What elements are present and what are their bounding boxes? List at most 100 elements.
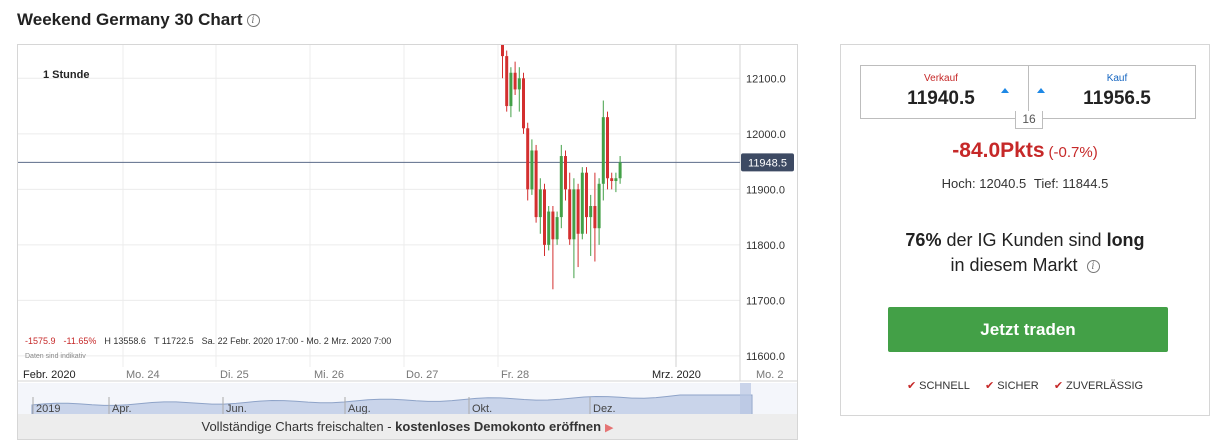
candle-body: [568, 189, 572, 240]
navigator-tick-label: Okt.: [472, 403, 492, 415]
trade-panel: Verkauf 11940.5 Kauf 11956.5 16 -84.0Pkt…: [840, 44, 1210, 416]
demo-account-link[interactable]: kostenloses Demokonto eröffnen: [395, 419, 602, 434]
check-icon: ✔: [906, 380, 917, 392]
x-tick-label: Do. 27: [406, 369, 438, 381]
candle-body: [606, 117, 609, 179]
info-icon[interactable]: i: [246, 14, 260, 27]
unlock-prefix: Vollständige Charts freischalten -: [201, 419, 396, 434]
high-low: Hoch: 12040.5 Tief: 11844.5: [841, 176, 1209, 191]
x-tick-label: Fr. 28: [501, 369, 529, 381]
candle-body: [547, 211, 551, 245]
y-tick-label: 11900.0: [746, 184, 785, 196]
x-tick-label: Di. 25: [220, 369, 249, 381]
feature-item: ✔ ZUVERLÄSSIG: [1054, 379, 1143, 392]
sentiment-direction: long: [1106, 230, 1145, 250]
price-change: -84.0Pkts (-0.7%): [841, 139, 1209, 163]
chart-title: Weekend Germany 30 Chart: [17, 10, 243, 29]
candle-body: [526, 128, 530, 190]
candle-body: [614, 178, 618, 182]
info-icon[interactable]: i: [1086, 260, 1100, 273]
check-icon: ✔: [984, 380, 995, 392]
y-tick-label: 11600.0: [746, 351, 785, 363]
candle-body: [576, 189, 580, 234]
page-title: Weekend Germany 30 Chart i: [17, 10, 260, 30]
buy-price: 11956.5: [1083, 88, 1151, 109]
change-percent: (-0.7%): [1048, 144, 1098, 161]
navigator-handle: [740, 383, 751, 416]
x-tick-label: Mi. 26: [314, 369, 344, 381]
buy-label: Kauf: [1106, 73, 1128, 84]
sentiment-text-2: in diesem Markt: [950, 255, 1078, 275]
candle-body: [589, 206, 593, 218]
navigator-tick-label: Apr.: [112, 403, 132, 415]
candle-body: [551, 211, 555, 240]
candle-body: [585, 172, 588, 218]
quote-divider: [1028, 66, 1029, 118]
navigator-tick-label: Dez.: [593, 403, 616, 415]
sell-price: 11940.5: [907, 88, 975, 109]
client-sentiment: 76% der IG Kunden sind long in diesem Ma…: [841, 228, 1209, 278]
candle-body: [559, 156, 563, 218]
chart-container[interactable]: 12100.0 12000.0 11900.0 11800.0 11700.0 11600…: [17, 44, 798, 440]
candle-body: [509, 72, 513, 107]
current-price-tag: [741, 153, 794, 172]
trade-now-button[interactable]: Jetzt traden: [888, 307, 1168, 352]
candle-body: [555, 217, 559, 240]
candle-body: [572, 189, 576, 240]
timeframe-label[interactable]: 1 Stunde: [43, 69, 90, 81]
feature-label: SICHER: [997, 380, 1039, 392]
price-chart[interactable]: 12100.0 12000.0 11900.0 11800.0 11700.0 11600…: [18, 45, 798, 440]
sell-label: Verkauf: [924, 73, 958, 84]
sell-quote[interactable]: Verkauf 11940.5: [871, 73, 1011, 110]
navigator-tick-label: Jun.: [226, 403, 247, 415]
up-arrow-icon: [1037, 88, 1045, 93]
daily-high: Hoch: 12040.5: [941, 176, 1027, 191]
stats-low: T 11722.5: [153, 336, 194, 346]
candle-body: [601, 117, 605, 184]
stats-high: H 13558.6: [104, 336, 146, 346]
feature-label: ZUVERLÄSSIG: [1066, 380, 1144, 392]
navigator-tick-label: Aug.: [348, 403, 371, 415]
candle-body: [530, 150, 534, 190]
candle-body: [538, 189, 542, 218]
candle-body: [564, 156, 567, 190]
check-icon: ✔: [1053, 380, 1064, 392]
y-tick-label: 12100.0: [746, 73, 786, 85]
current-price-label: 11948.5: [748, 157, 787, 169]
x-tick-label: Mo. 2: [756, 369, 784, 381]
unlock-charts-bar[interactable]: Vollständige Charts freischalten - koste…: [18, 414, 797, 439]
arrow-right-icon: ▶: [605, 422, 614, 434]
up-arrow-icon: [1001, 88, 1009, 93]
y-tick-label: 11700.0: [746, 295, 785, 307]
spread-value: 16: [1015, 111, 1043, 129]
features-list: ✔ SCHNELL ✔ SICHER ✔ ZUVERLÄSSIG: [841, 379, 1209, 392]
sentiment-text: der IG Kunden sind: [941, 230, 1107, 250]
candle-body: [534, 150, 538, 218]
feature-label: SCHNELL: [919, 380, 970, 392]
feature-item: ✔ SICHER: [985, 379, 1039, 392]
navigator-area: [31, 394, 753, 417]
candle-body: [610, 178, 614, 182]
candle-body: [517, 78, 521, 90]
y-tick-label: 11800.0: [746, 240, 785, 252]
sentiment-percent: 76%: [905, 230, 942, 250]
buy-quote[interactable]: Kauf 11956.5: [1047, 73, 1187, 110]
stats-range: Sa. 22 Febr. 2020 17:00 - Mo. 2 Mrz. 202…: [201, 336, 392, 346]
stats-change-percent: -11.65%: [63, 336, 97, 346]
y-tick-label: 12000.0: [746, 129, 786, 141]
candle-body: [543, 189, 546, 245]
stats-note: Daten sind indikativ: [25, 353, 86, 360]
candle-body: [501, 45, 504, 57]
candle-body: [522, 78, 525, 129]
x-tick-label: Febr. 2020: [23, 369, 76, 381]
stats-change-points: -1575.9: [25, 336, 56, 346]
candle-body: [593, 206, 597, 229]
feature-item: ✔ SCHNELL: [907, 379, 970, 392]
candle-body: [505, 56, 509, 107]
candle-body: [580, 172, 584, 234]
quote-box: Verkauf 11940.5 Kauf 11956.5 16: [860, 65, 1196, 129]
chart-stats: -1575.9 -11.65% H 13558.6 T 11722.5 Sa. 22 F…: [25, 336, 399, 346]
navigator-tick-label: 2019: [36, 403, 60, 415]
candle-body: [618, 162, 622, 179]
x-tick-label: Mrz. 2020: [652, 369, 701, 381]
